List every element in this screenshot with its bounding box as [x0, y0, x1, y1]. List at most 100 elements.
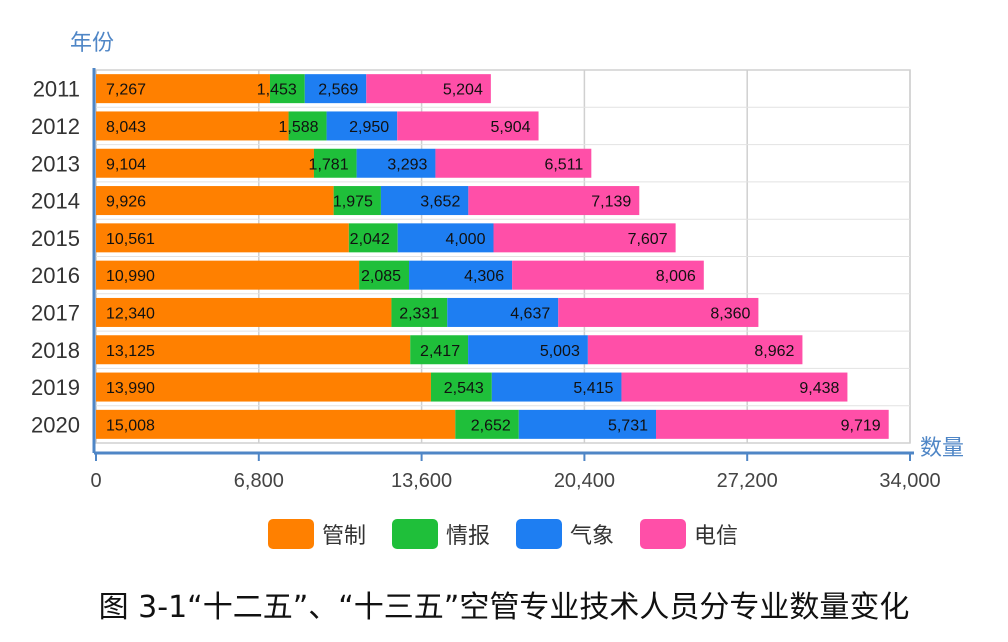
bar-2013-情报	[313, 148, 357, 178]
data-label-2014-管制: 9,926	[106, 194, 146, 211]
data-label-2018-电信: 8,962	[754, 343, 794, 360]
bar-2016-管制	[96, 260, 360, 290]
data-label-2016-情报: 2,085	[361, 268, 401, 285]
data-label-2017-电信: 8,360	[710, 305, 750, 322]
bar-2020-管制	[96, 409, 456, 439]
bar-2019-管制	[96, 372, 431, 402]
x-tick-label-4: 27,200	[717, 470, 778, 492]
data-label-2011-管制: 7,267	[106, 82, 146, 99]
data-label-2011-气象: 2,569	[318, 82, 358, 99]
bar-2015-情报	[348, 223, 398, 253]
data-label-2018-管制: 13,125	[106, 343, 155, 360]
data-label-2014-气象: 3,652	[420, 194, 460, 211]
bar-2015-管制	[96, 223, 349, 253]
bar-2017-电信	[558, 297, 759, 327]
bar-2020-气象	[518, 409, 657, 439]
data-labels: 7,267 1,453 2,569 5,204 8,043 1,588 2,950 5,904…	[106, 82, 881, 435]
bar-2019-气象	[491, 372, 622, 402]
legend-label-情报: 情报	[446, 524, 490, 549]
y-tick-label-2012: 2012	[31, 114, 80, 139]
data-label-2013-电信: 6,511	[544, 156, 583, 173]
data-label-2019-管制: 13,990	[106, 380, 155, 397]
bar-2015-气象	[397, 223, 494, 253]
data-label-2018-情报: 2,417	[420, 343, 460, 360]
data-label-2015-管制: 10,561	[106, 231, 155, 248]
bar-2017-情报	[391, 297, 448, 327]
bar-2016-电信	[512, 260, 704, 290]
y-tick-label-2013: 2013	[31, 151, 80, 176]
bar-2017-管制	[96, 297, 392, 327]
x-tick-label-0: 0	[90, 470, 101, 492]
bar-2011-情报	[269, 74, 305, 104]
data-label-2016-气象: 4,306	[464, 268, 504, 285]
x-axis-tick-labels: 0 6,800 13,600 20,400 27,200 34,000	[90, 470, 940, 492]
y-tick-label-2015: 2015	[31, 226, 80, 251]
y-axis-tick-labels: 2011 2012 2013 2014 2015 2016 2017 2018 2019 2020	[31, 77, 80, 438]
data-label-2019-电信: 9,438	[799, 380, 839, 397]
data-label-2011-电信: 5,204	[443, 82, 483, 99]
legend-swatch-气象	[516, 519, 562, 549]
data-label-2015-气象: 4,000	[445, 231, 485, 248]
bar-2018-气象	[468, 335, 588, 365]
bar-2014-情报	[333, 186, 381, 216]
bar-2012-管制	[96, 111, 289, 141]
legend-label-气象: 气象	[570, 524, 614, 549]
data-label-2020-气象: 5,731	[608, 417, 648, 434]
data-label-2014-电信: 7,139	[591, 194, 631, 211]
legend-swatch-管制	[268, 519, 314, 549]
data-label-2020-管制: 15,008	[106, 417, 155, 434]
data-label-2012-管制: 8,043	[106, 119, 146, 136]
y-axis-title: 年份	[70, 31, 114, 56]
data-label-2012-气象: 2,950	[349, 119, 389, 136]
y-tick-label-2016: 2016	[31, 263, 80, 288]
bar-2013-电信	[435, 148, 592, 178]
bar-segments	[96, 74, 889, 439]
legend-swatch-情报	[392, 519, 438, 549]
bar-2011-电信	[366, 74, 491, 104]
bar-2013-气象	[356, 148, 436, 178]
bar-2011-气象	[304, 74, 367, 104]
legend-label-管制: 管制	[322, 524, 366, 549]
x-tick-label-1: 6,800	[234, 470, 284, 492]
bar-2012-情报	[288, 111, 327, 141]
legend-label-电信: 电信	[694, 524, 738, 549]
data-label-2015-情报: 2,042	[350, 231, 390, 248]
bar-2015-电信	[493, 223, 676, 253]
y-tick-label-2018: 2018	[31, 338, 80, 363]
bar-2020-电信	[656, 409, 889, 439]
data-label-2017-管制: 12,340	[106, 305, 155, 322]
stacked-bar-chart: 7,267 1,453 2,569 5,204 8,043 1,588 2,950 5,904…	[31, 31, 964, 549]
data-label-2018-气象: 5,003	[540, 343, 580, 360]
data-label-2016-管制: 10,990	[106, 268, 155, 285]
data-label-2019-情报: 2,543	[444, 380, 484, 397]
bar-2012-气象	[326, 111, 398, 141]
x-axis-title: 数量	[920, 436, 964, 461]
x-tick-label-5: 34,000	[879, 470, 940, 492]
data-label-2011-情报: 1,453	[257, 82, 297, 99]
bar-2011-管制	[96, 74, 270, 104]
bar-2019-情报	[430, 372, 492, 402]
bar-2018-管制	[96, 335, 411, 365]
bar-2020-情报	[455, 409, 519, 439]
data-label-2012-情报: 1,588	[279, 119, 319, 136]
data-label-2017-情报: 2,331	[399, 305, 439, 322]
data-label-2013-管制: 9,104	[106, 156, 146, 173]
bar-2019-电信	[621, 372, 848, 402]
bar-2014-电信	[468, 186, 640, 216]
x-tick-label-3: 20,400	[554, 470, 615, 492]
data-label-2014-情报: 1,975	[333, 194, 373, 211]
data-label-2015-电信: 7,607	[628, 231, 668, 248]
data-label-2013-情报: 1,781	[309, 156, 349, 173]
figure-caption: 图 3-1“十二五”、“十三五”空管专业技术人员分专业数量变化	[98, 590, 910, 625]
bar-2016-气象	[409, 260, 513, 290]
bar-2012-电信	[397, 111, 539, 141]
bar-2018-电信	[587, 335, 803, 365]
data-label-2019-气象: 5,415	[573, 380, 613, 397]
legend-swatch-电信	[640, 519, 686, 549]
data-label-2020-情报: 2,652	[471, 417, 511, 434]
y-tick-label-2014: 2014	[31, 189, 80, 214]
data-label-2020-电信: 9,719	[841, 417, 881, 434]
bar-2014-管制	[96, 186, 334, 216]
bar-2014-气象	[380, 186, 469, 216]
axes	[92, 68, 914, 461]
